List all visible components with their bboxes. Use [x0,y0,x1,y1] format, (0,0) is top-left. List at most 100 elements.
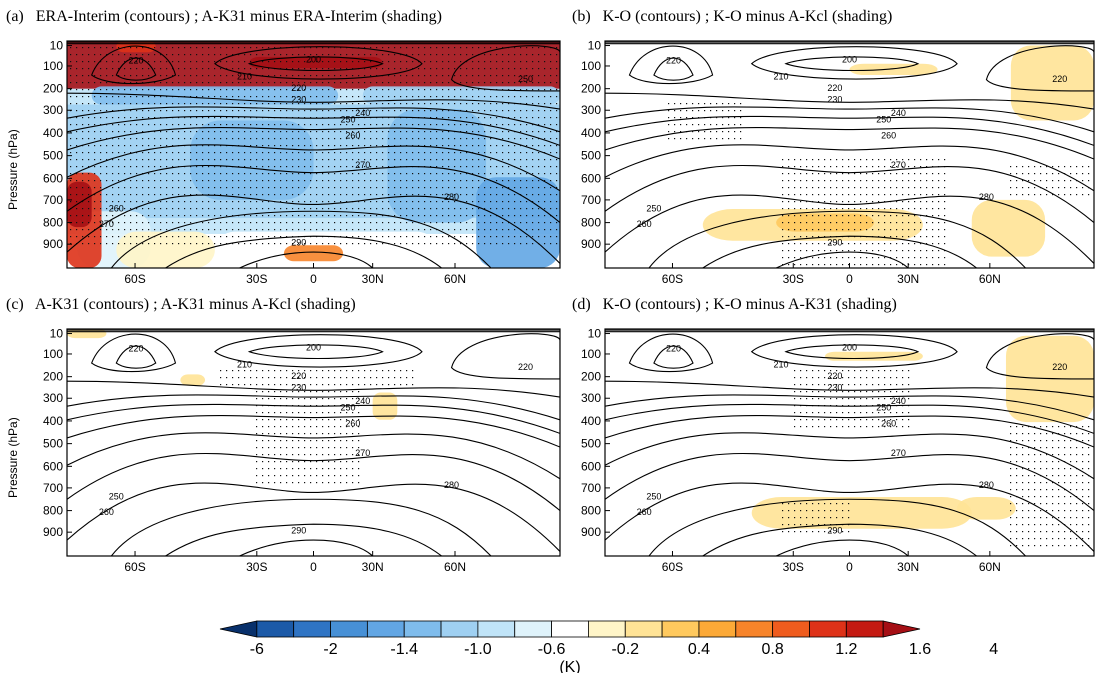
stipple-dot [812,166,814,168]
stipple-dot [1082,194,1084,196]
stipple-dot [88,201,90,203]
stipple-dot [698,124,700,126]
stipple-dot [226,222,228,224]
stipple-dot [370,243,372,245]
stipple-dot [94,82,96,84]
stipple-dot [526,201,528,203]
stipple-dot [310,166,312,168]
stipple-dot [226,61,228,63]
stipple-dot [100,194,102,196]
stipple-dot [310,75,312,77]
stipple-dot [412,208,414,210]
stipple-dot [232,152,234,154]
stipple-dot [280,82,282,84]
stipple-dot [160,110,162,112]
stipple-dot [160,82,162,84]
stipple-dot [184,194,186,196]
stipple-dot [526,180,528,182]
stipple-dot [250,131,252,133]
stipple-dot [514,243,516,245]
shading-region [249,56,383,69]
stipple-dot [292,454,294,456]
stipple-dot [406,54,408,56]
stipple-dot [532,75,534,77]
stipple-dot [544,145,546,147]
stipple-dot [358,89,360,91]
stipple-dot [400,173,402,175]
stipple-dot [340,377,342,379]
stipple-dot [172,180,174,182]
stipple-dot [298,468,300,470]
stipple-dot [932,173,934,175]
contour-line-10 [605,415,1094,448]
stipple-dot [932,215,934,217]
stipple-dot [520,68,522,70]
stipple-dot [298,82,300,84]
stipple-dot [352,426,354,428]
stipple-dot [556,68,558,70]
stipple-dot [250,47,252,49]
stipple-dot [472,159,474,161]
stipple-dot [1028,524,1030,526]
stipple-dot [914,180,916,182]
stipple-dot [502,82,504,84]
stipple-dot [214,201,216,203]
stipple-dot [424,194,426,196]
stipple-dot [142,236,144,238]
stipple-dot [262,454,264,456]
stipple-dot [196,131,198,133]
stipple-dot [1064,482,1066,484]
stipple-dot [226,229,228,231]
stipple-dot [1058,545,1060,547]
contour-label: 210 [774,72,789,82]
stipple-dot [418,110,420,112]
stipple-dot [538,166,540,168]
stipple-dot [550,201,552,203]
stipple-dot [256,475,258,477]
stipple-dot [556,82,558,84]
stipple-dot [466,201,468,203]
stipple-dot [1052,440,1054,442]
stipple-dot [430,166,432,168]
stipple-dot [208,82,210,84]
stipple-dot [172,208,174,210]
stipple-dot [190,75,192,77]
stipple-dot [250,222,252,224]
stipple-dot [1052,180,1054,182]
stipple-dot [208,138,210,140]
stipple-dot [490,47,492,49]
stipple-dot [1064,538,1066,540]
shading-region [372,392,398,420]
stipple-dot [1022,475,1024,477]
stipple-dot [220,208,222,210]
x-tick-label: 30N [897,560,919,574]
stipple-dot [496,131,498,133]
stipple-dot [334,412,336,414]
stipple-dot [436,54,438,56]
stipple-dot [478,82,480,84]
stipple-dot [304,138,306,140]
stipple-dot [854,208,856,210]
stipple-dot [250,180,252,182]
stipple-dot [926,194,928,196]
stipple-dot [550,103,552,105]
stipple-dot [286,166,288,168]
stipple-dot [526,194,528,196]
stipple-dot [262,468,264,470]
stipple-dot [226,152,228,154]
stipple-dot [358,173,360,175]
stipple-dot [484,243,486,245]
stipple-dot [782,208,784,210]
y-tick-label: 900 [43,237,63,251]
stipple-dot [232,117,234,119]
stipple-dot [1016,475,1018,477]
stipple-dot [830,194,832,196]
stipple-dot [268,54,270,56]
stipple-dot [884,370,886,372]
stipple-dot [286,187,288,189]
stipple-dot [352,145,354,147]
stipple-dot [740,124,742,126]
stipple-dot [418,229,420,231]
stipple-dot [70,145,72,147]
stipple-dot [82,180,84,182]
